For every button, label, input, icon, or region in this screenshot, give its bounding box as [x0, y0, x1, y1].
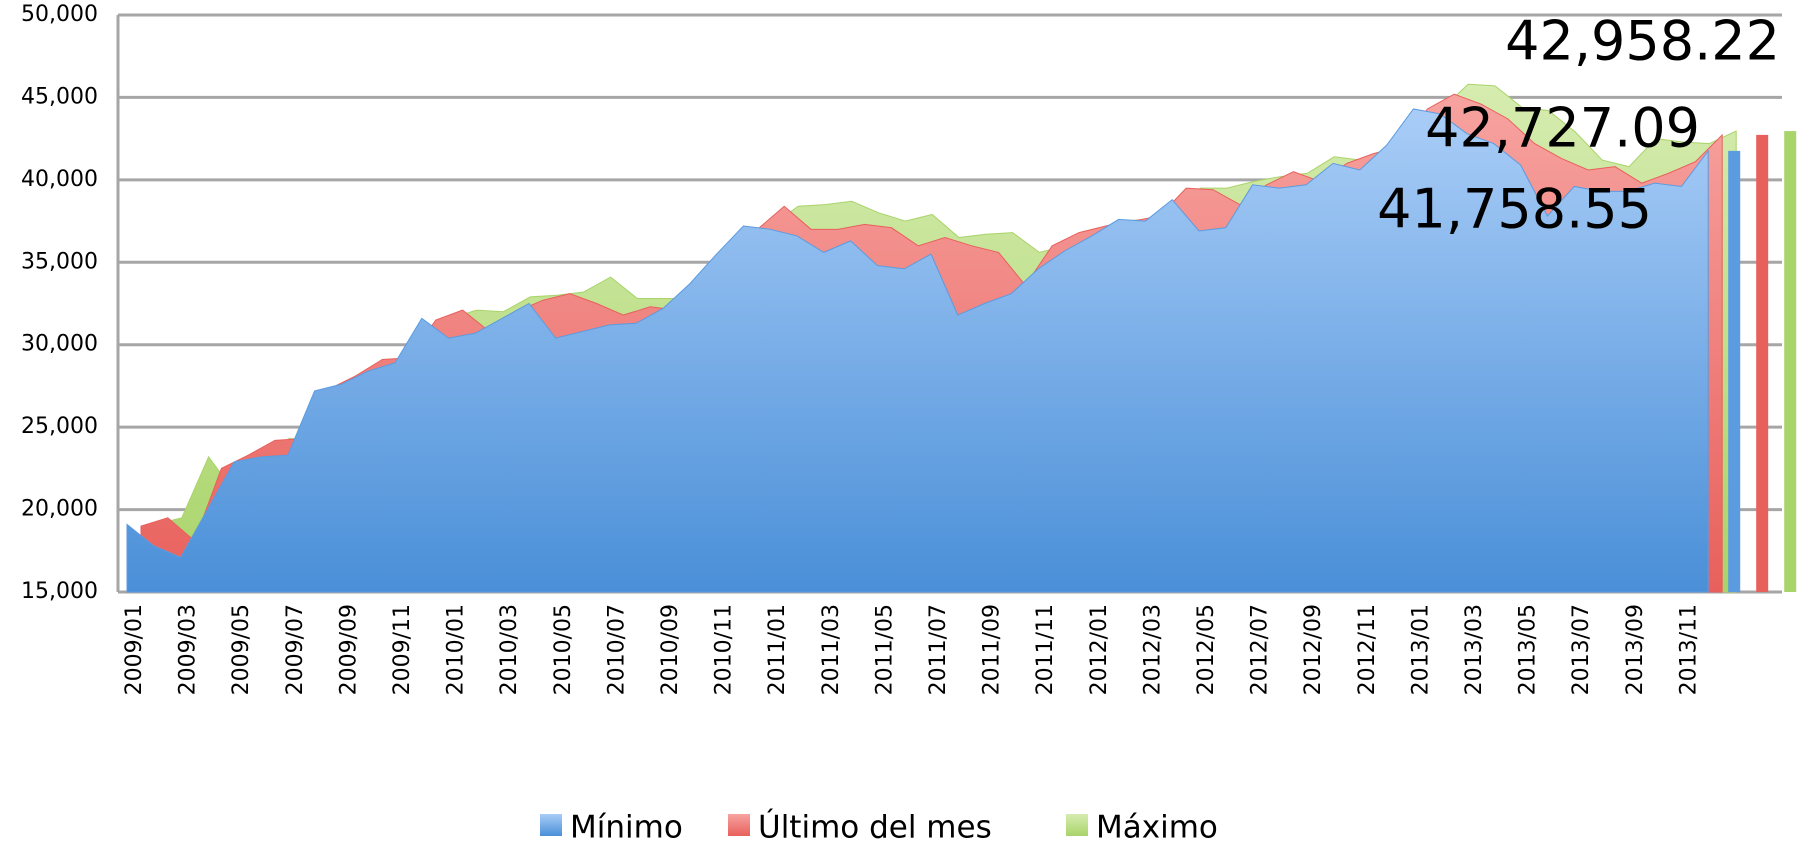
x-tick-label: 2013/11: [1676, 604, 1701, 695]
legend-label: Mínimo: [570, 810, 683, 846]
x-tick-label: 2009/11: [390, 604, 415, 695]
x-tick-label: 2011/01: [765, 604, 790, 695]
x-tick-label: 2013/09: [1623, 604, 1648, 695]
x-tick-label: 2012/11: [1355, 604, 1380, 695]
value-label: 42,958.22: [1505, 10, 1780, 73]
y-tick-label: 40,000: [21, 167, 98, 192]
x-tick-label: 2010/09: [658, 604, 683, 695]
x-tick-label: 2012/07: [1248, 604, 1273, 695]
y-tick-label: 25,000: [21, 414, 98, 439]
x-tick-label: 2009/03: [176, 604, 201, 695]
x-tick-label: 2010/11: [712, 604, 737, 695]
legend-label: Máximo: [1096, 810, 1218, 846]
x-tick-label: 2013/03: [1462, 604, 1487, 695]
legend-swatch: [540, 814, 562, 836]
x-tick-label: 2011/03: [819, 604, 844, 695]
value-label: 41,758.55: [1377, 178, 1652, 241]
y-tick-label: 30,000: [21, 332, 98, 357]
x-tick-label: 2009/09: [336, 604, 361, 695]
x-tick-label: 2011/09: [980, 604, 1005, 695]
x-tick-label: 2013/05: [1516, 604, 1541, 695]
legend-label: Último del mes: [758, 809, 992, 846]
end-bar: [1756, 134, 1769, 592]
end-bar: [1728, 150, 1741, 592]
x-tick-label: 2010/07: [604, 604, 629, 695]
x-tick-label: 2012/05: [1194, 604, 1219, 695]
legend-swatch: [1066, 814, 1088, 836]
y-tick-label: 45,000: [21, 84, 98, 109]
x-tick-label: 2010/05: [551, 604, 576, 695]
x-tick-label: 2013/01: [1408, 604, 1433, 695]
x-tick-label: 2013/07: [1569, 604, 1594, 695]
x-tick-label: 2012/03: [1140, 604, 1165, 695]
y-tick-label: 20,000: [21, 497, 98, 522]
x-tick-label: 2012/09: [1301, 604, 1326, 695]
y-tick-label: 35,000: [21, 249, 98, 274]
x-tick-label: 2011/07: [926, 604, 951, 695]
area: [126, 108, 1709, 593]
x-tick-label: 2012/01: [1087, 604, 1112, 695]
x-tick-label: 2011/11: [1033, 604, 1058, 695]
value-label: 42,727.09: [1425, 97, 1700, 160]
y-tick-label: 50,000: [21, 2, 98, 27]
legend-swatch: [728, 814, 750, 836]
x-tick-label: 2009/07: [283, 604, 308, 695]
x-tick-label: 2009/01: [122, 604, 147, 695]
y-tick-label: 15,000: [21, 579, 98, 604]
end-bar: [1784, 131, 1797, 592]
x-tick-label: 2010/03: [497, 604, 522, 695]
x-tick-label: 2011/05: [872, 604, 897, 695]
x-tick-label: 2009/05: [229, 604, 254, 695]
x-tick-label: 2010/01: [444, 604, 469, 695]
